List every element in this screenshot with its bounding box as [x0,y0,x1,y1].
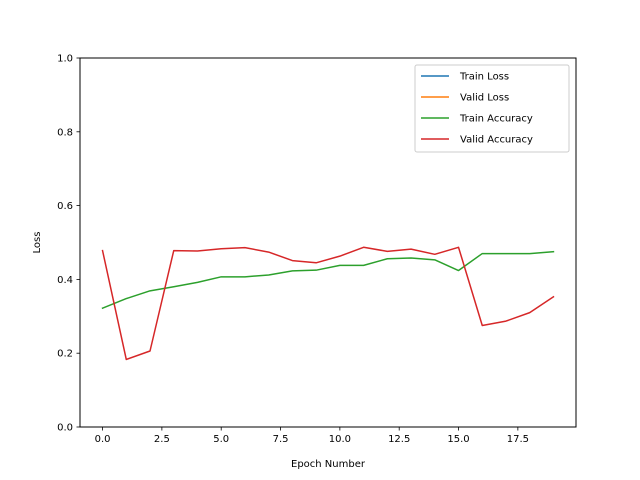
y-tick-label: 0.4 [57,275,73,286]
x-tick-label: 15.0 [447,434,469,445]
x-tick-label: 17.5 [507,434,529,445]
legend-label-1: Valid Loss [460,93,509,104]
y-tick-label: 0.0 [57,423,73,434]
x-tick-label: 7.5 [273,434,289,445]
y-tick-label: 0.2 [57,349,73,360]
plot-frame [79,57,577,428]
series-line-2 [101,250,555,310]
x-tick-label: 10.0 [329,434,351,445]
x-axis-title: Epoch Number [291,459,366,470]
y-tick-label: 0.6 [57,201,73,212]
y-axis-title: Loss [32,232,43,254]
series-line-3 [101,246,555,361]
legend-box [414,64,570,153]
x-tick-label: 5.0 [213,434,229,445]
legend-label-0: Train Loss [459,72,509,83]
y-axis-ticks: 0.0 0.2 0.4 0.6 0.8 1.0 [57,54,80,434]
legend-label-3: Valid Accuracy [460,135,533,146]
x-axis-ticks: 0.0 2.5 5.0 7.5 10.0 12.5 15.0 17.5 [95,427,529,445]
x-tick-label: 0.0 [95,434,111,445]
plot-lines [101,246,555,361]
y-tick-label: 1.0 [57,54,73,65]
x-tick-label: 2.5 [154,434,170,445]
y-tick-label: 0.8 [57,127,73,138]
legend-label-2: Train Accuracy [459,114,533,125]
x-tick-label: 12.5 [388,434,410,445]
legend: Train Loss Valid Loss Train Accuracy Valid … [414,64,570,153]
